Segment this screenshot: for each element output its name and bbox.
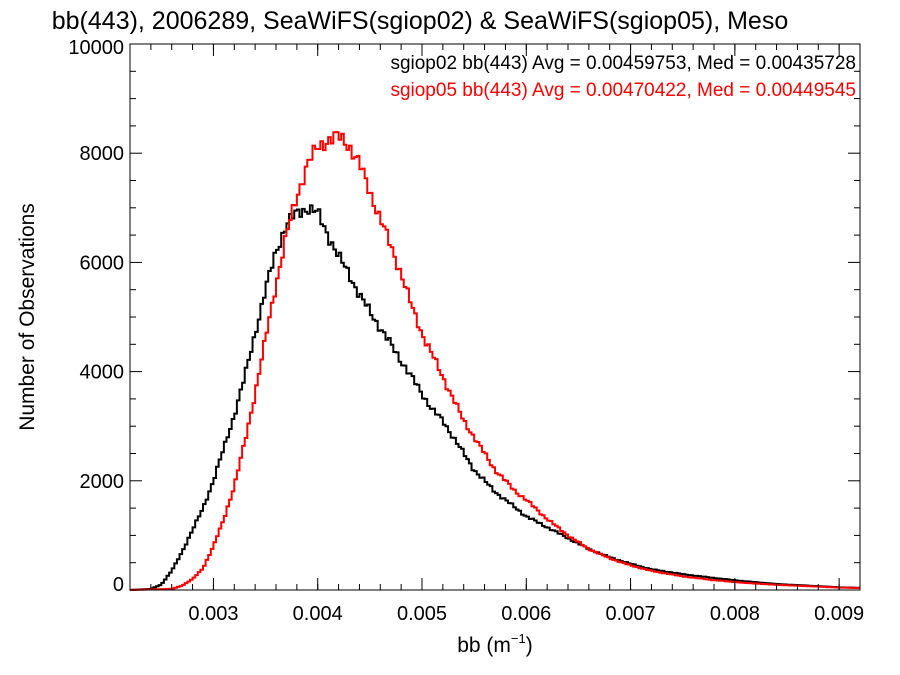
y-tick-label: 10000 — [68, 37, 124, 59]
y-axis-label: Number of Observations — [16, 203, 39, 431]
y-tick-label: 8000 — [80, 143, 125, 165]
x-tick-label: 0.007 — [606, 603, 656, 625]
series-line-sgiop05 — [130, 131, 860, 591]
series-line-sgiop02 — [130, 204, 860, 591]
plot-frame — [129, 43, 861, 591]
y-tick-label: 0 — [113, 574, 124, 596]
x-axis-label-main: bb (m — [457, 634, 511, 657]
series-layer — [130, 131, 860, 591]
legend: sgiop02 bb(443) Avg = 0.00459753, Med = … — [390, 53, 856, 101]
x-axis-label: bb (m−1) — [457, 631, 533, 657]
y-tick-label: 4000 — [80, 362, 125, 384]
x-tick-label: 0.009 — [814, 603, 864, 625]
x-tick-label: 0.005 — [397, 603, 447, 625]
x-tick-label: 0.003 — [188, 603, 238, 625]
y-tick-label: 2000 — [80, 471, 125, 493]
legend-entry-sgiop05: sgiop05 bb(443) Avg = 0.00470422, Med = … — [390, 80, 856, 101]
x-tick-label: 0.004 — [293, 603, 343, 625]
x-tick-label: 0.006 — [501, 603, 551, 625]
ticks-layer: 0.003 0.004 0.005 0.006 0.007 0.008 0.009 0 2000… — [68, 37, 864, 625]
y-tick-label: 6000 — [80, 252, 125, 274]
x-axis-label-close: ) — [526, 634, 533, 657]
axes-layer — [129, 43, 861, 591]
x-axis-label-exponent: −1 — [511, 631, 526, 646]
chart-title: bb(443), 2006289, SeaWiFS(sgiop02) & Sea… — [52, 7, 788, 35]
x-tick-label: 0.008 — [710, 603, 760, 625]
legend-entry-sgiop02: sgiop02 bb(443) Avg = 0.00459753, Med = … — [390, 53, 856, 74]
